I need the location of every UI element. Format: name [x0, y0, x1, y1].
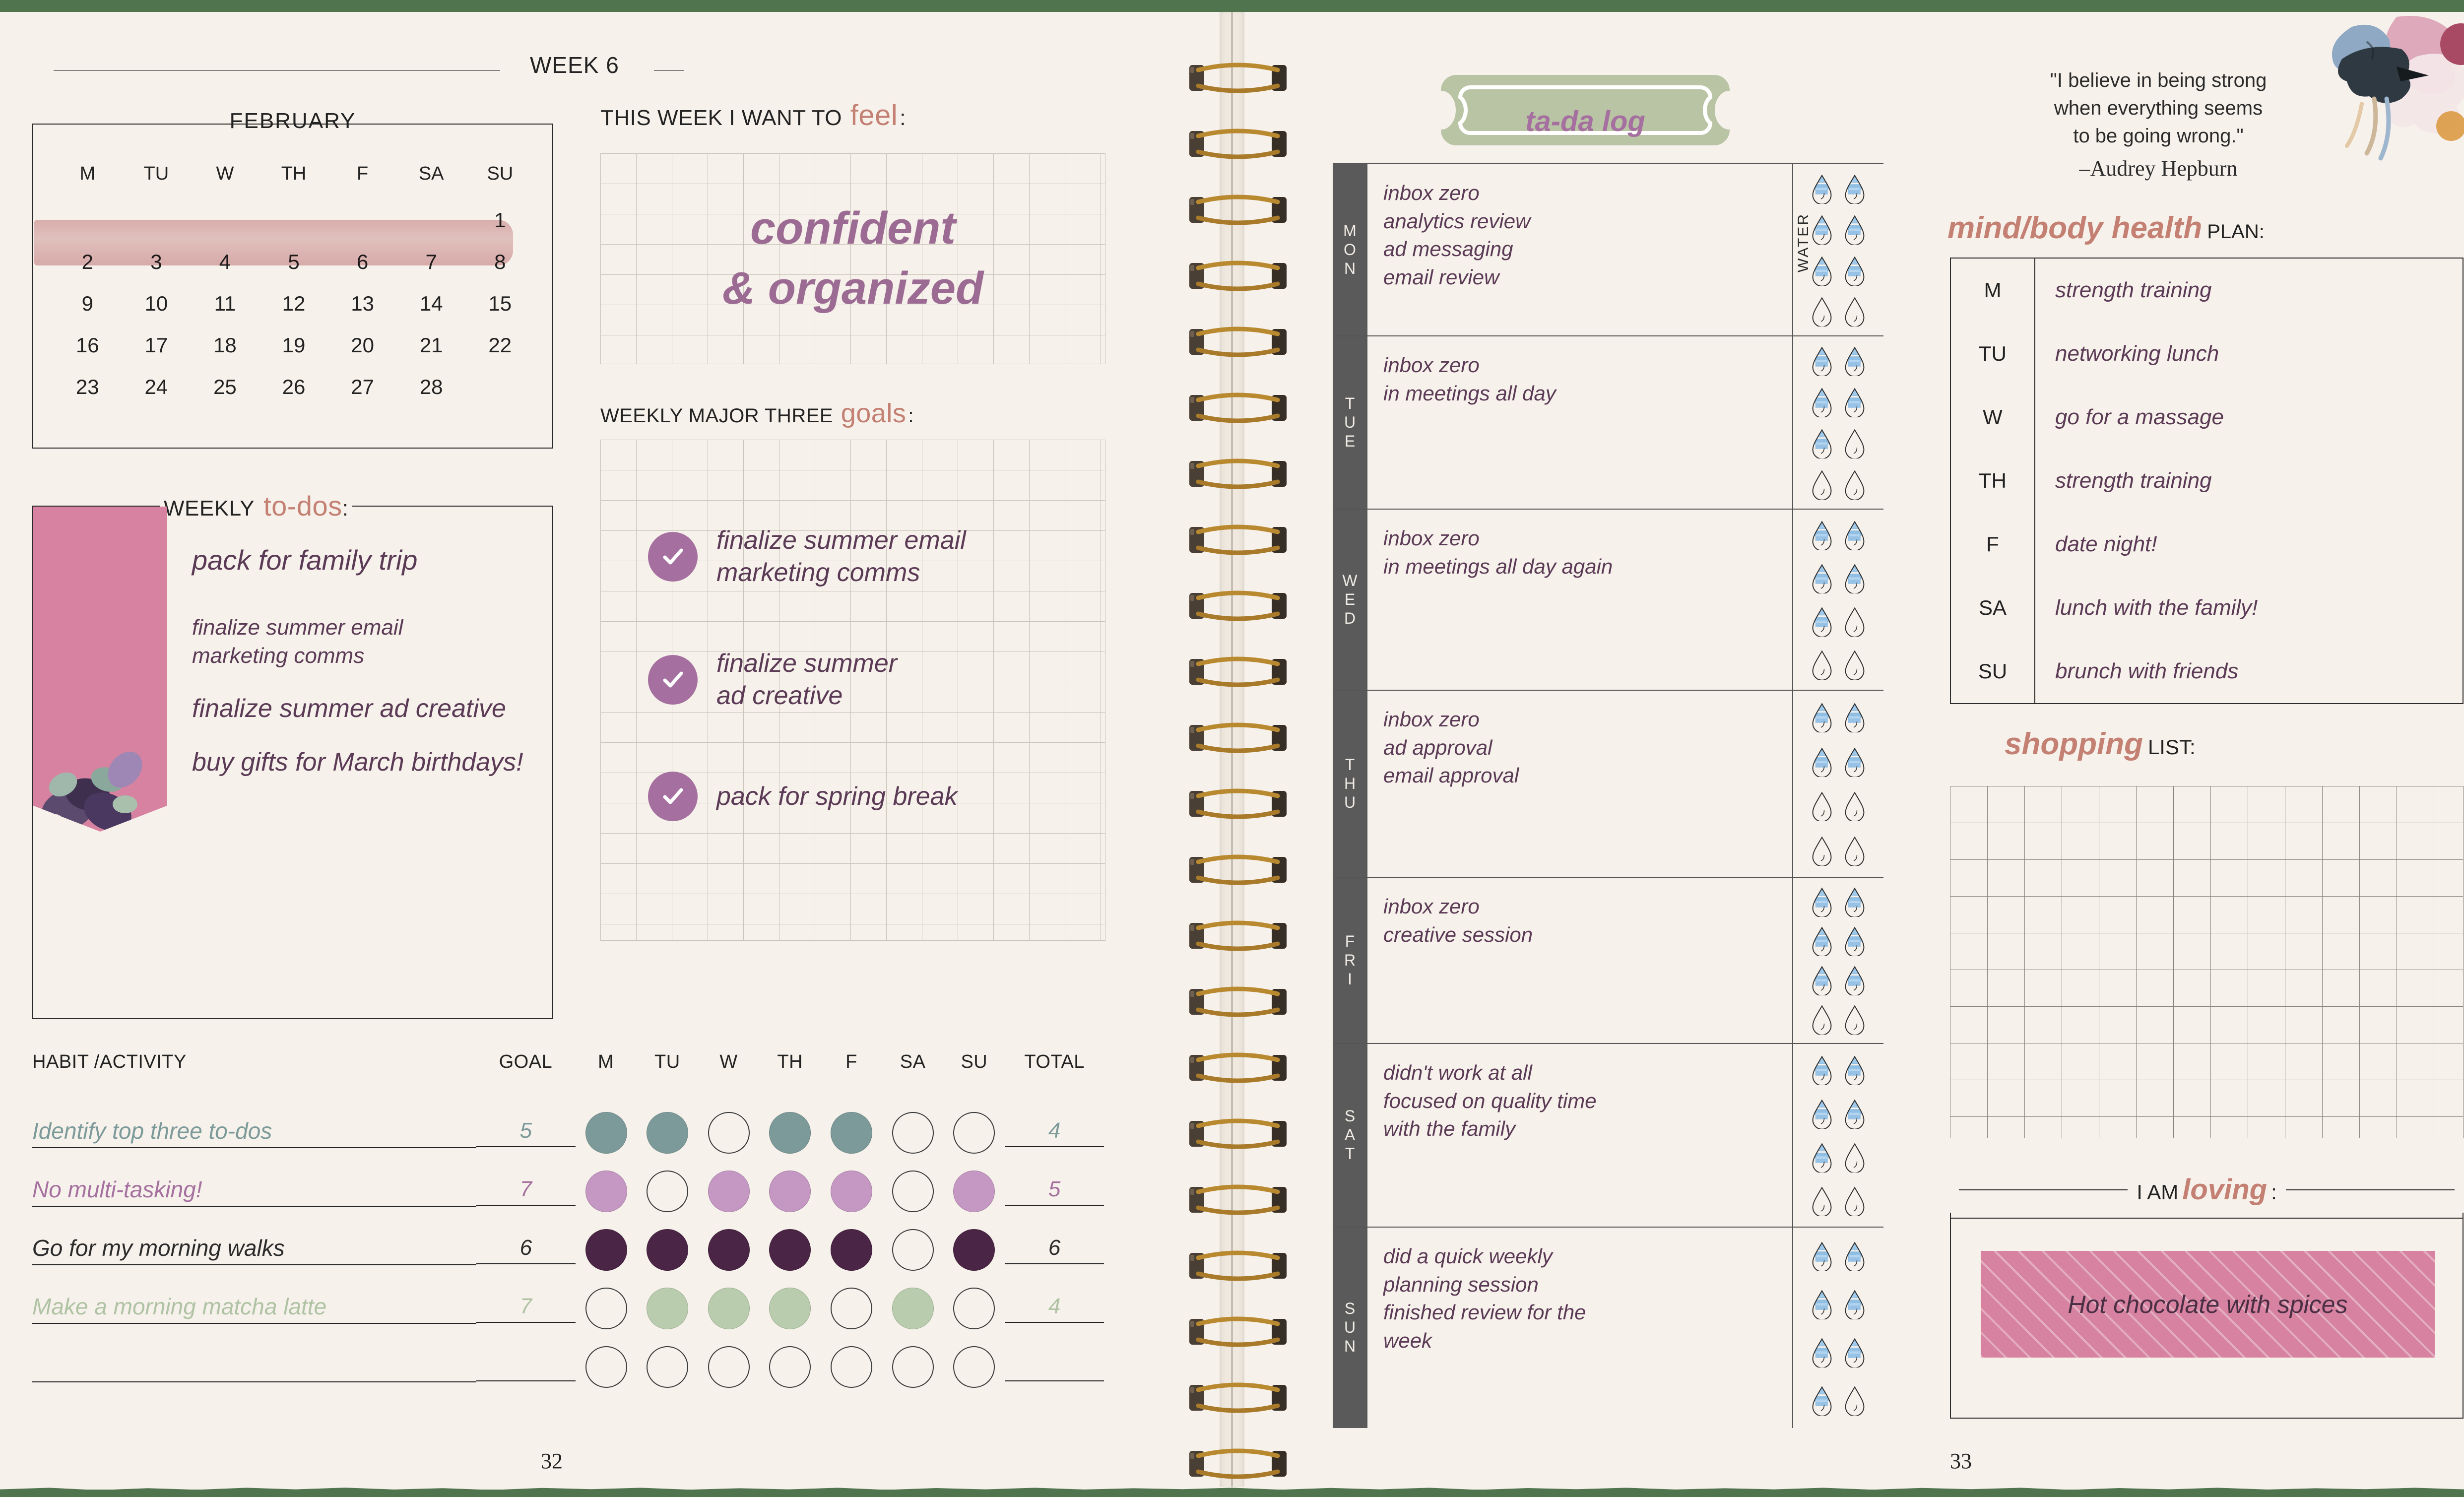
- svg-text:ta-da log: ta-da log: [1525, 105, 1645, 137]
